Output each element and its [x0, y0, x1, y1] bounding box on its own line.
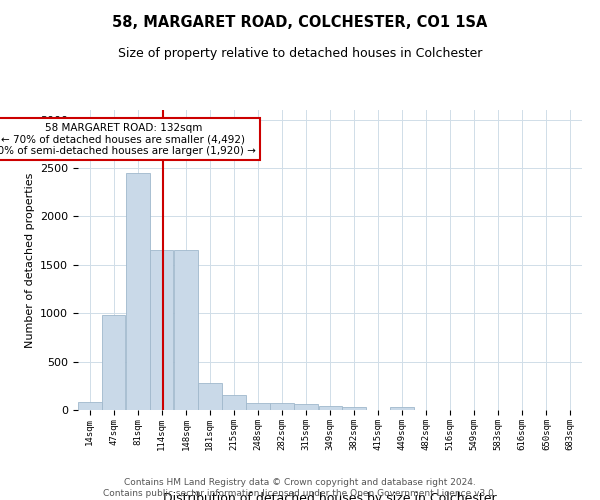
Y-axis label: Number of detached properties: Number of detached properties: [25, 172, 35, 348]
Bar: [198, 383, 221, 410]
Bar: [174, 250, 198, 410]
Text: 58, MARGARET ROAD, COLCHESTER, CO1 1SA: 58, MARGARET ROAD, COLCHESTER, CO1 1SA: [112, 15, 488, 30]
Bar: [78, 402, 101, 410]
Bar: [391, 407, 414, 410]
Text: Contains HM Land Registry data © Crown copyright and database right 2024.
Contai: Contains HM Land Registry data © Crown c…: [103, 478, 497, 498]
Text: Size of property relative to detached houses in Colchester: Size of property relative to detached ho…: [118, 48, 482, 60]
Bar: [223, 395, 246, 410]
X-axis label: Distribution of detached houses by size in Colchester: Distribution of detached houses by size …: [163, 492, 497, 500]
Bar: [246, 403, 269, 410]
Bar: [319, 406, 342, 410]
Bar: [294, 404, 318, 410]
Text: 58 MARGARET ROAD: 132sqm
← 70% of detached houses are smaller (4,492)
30% of sem: 58 MARGARET ROAD: 132sqm ← 70% of detach…: [0, 122, 256, 156]
Bar: [101, 315, 125, 410]
Bar: [126, 173, 150, 410]
Bar: [342, 407, 366, 410]
Bar: [150, 250, 173, 410]
Bar: [271, 402, 294, 410]
